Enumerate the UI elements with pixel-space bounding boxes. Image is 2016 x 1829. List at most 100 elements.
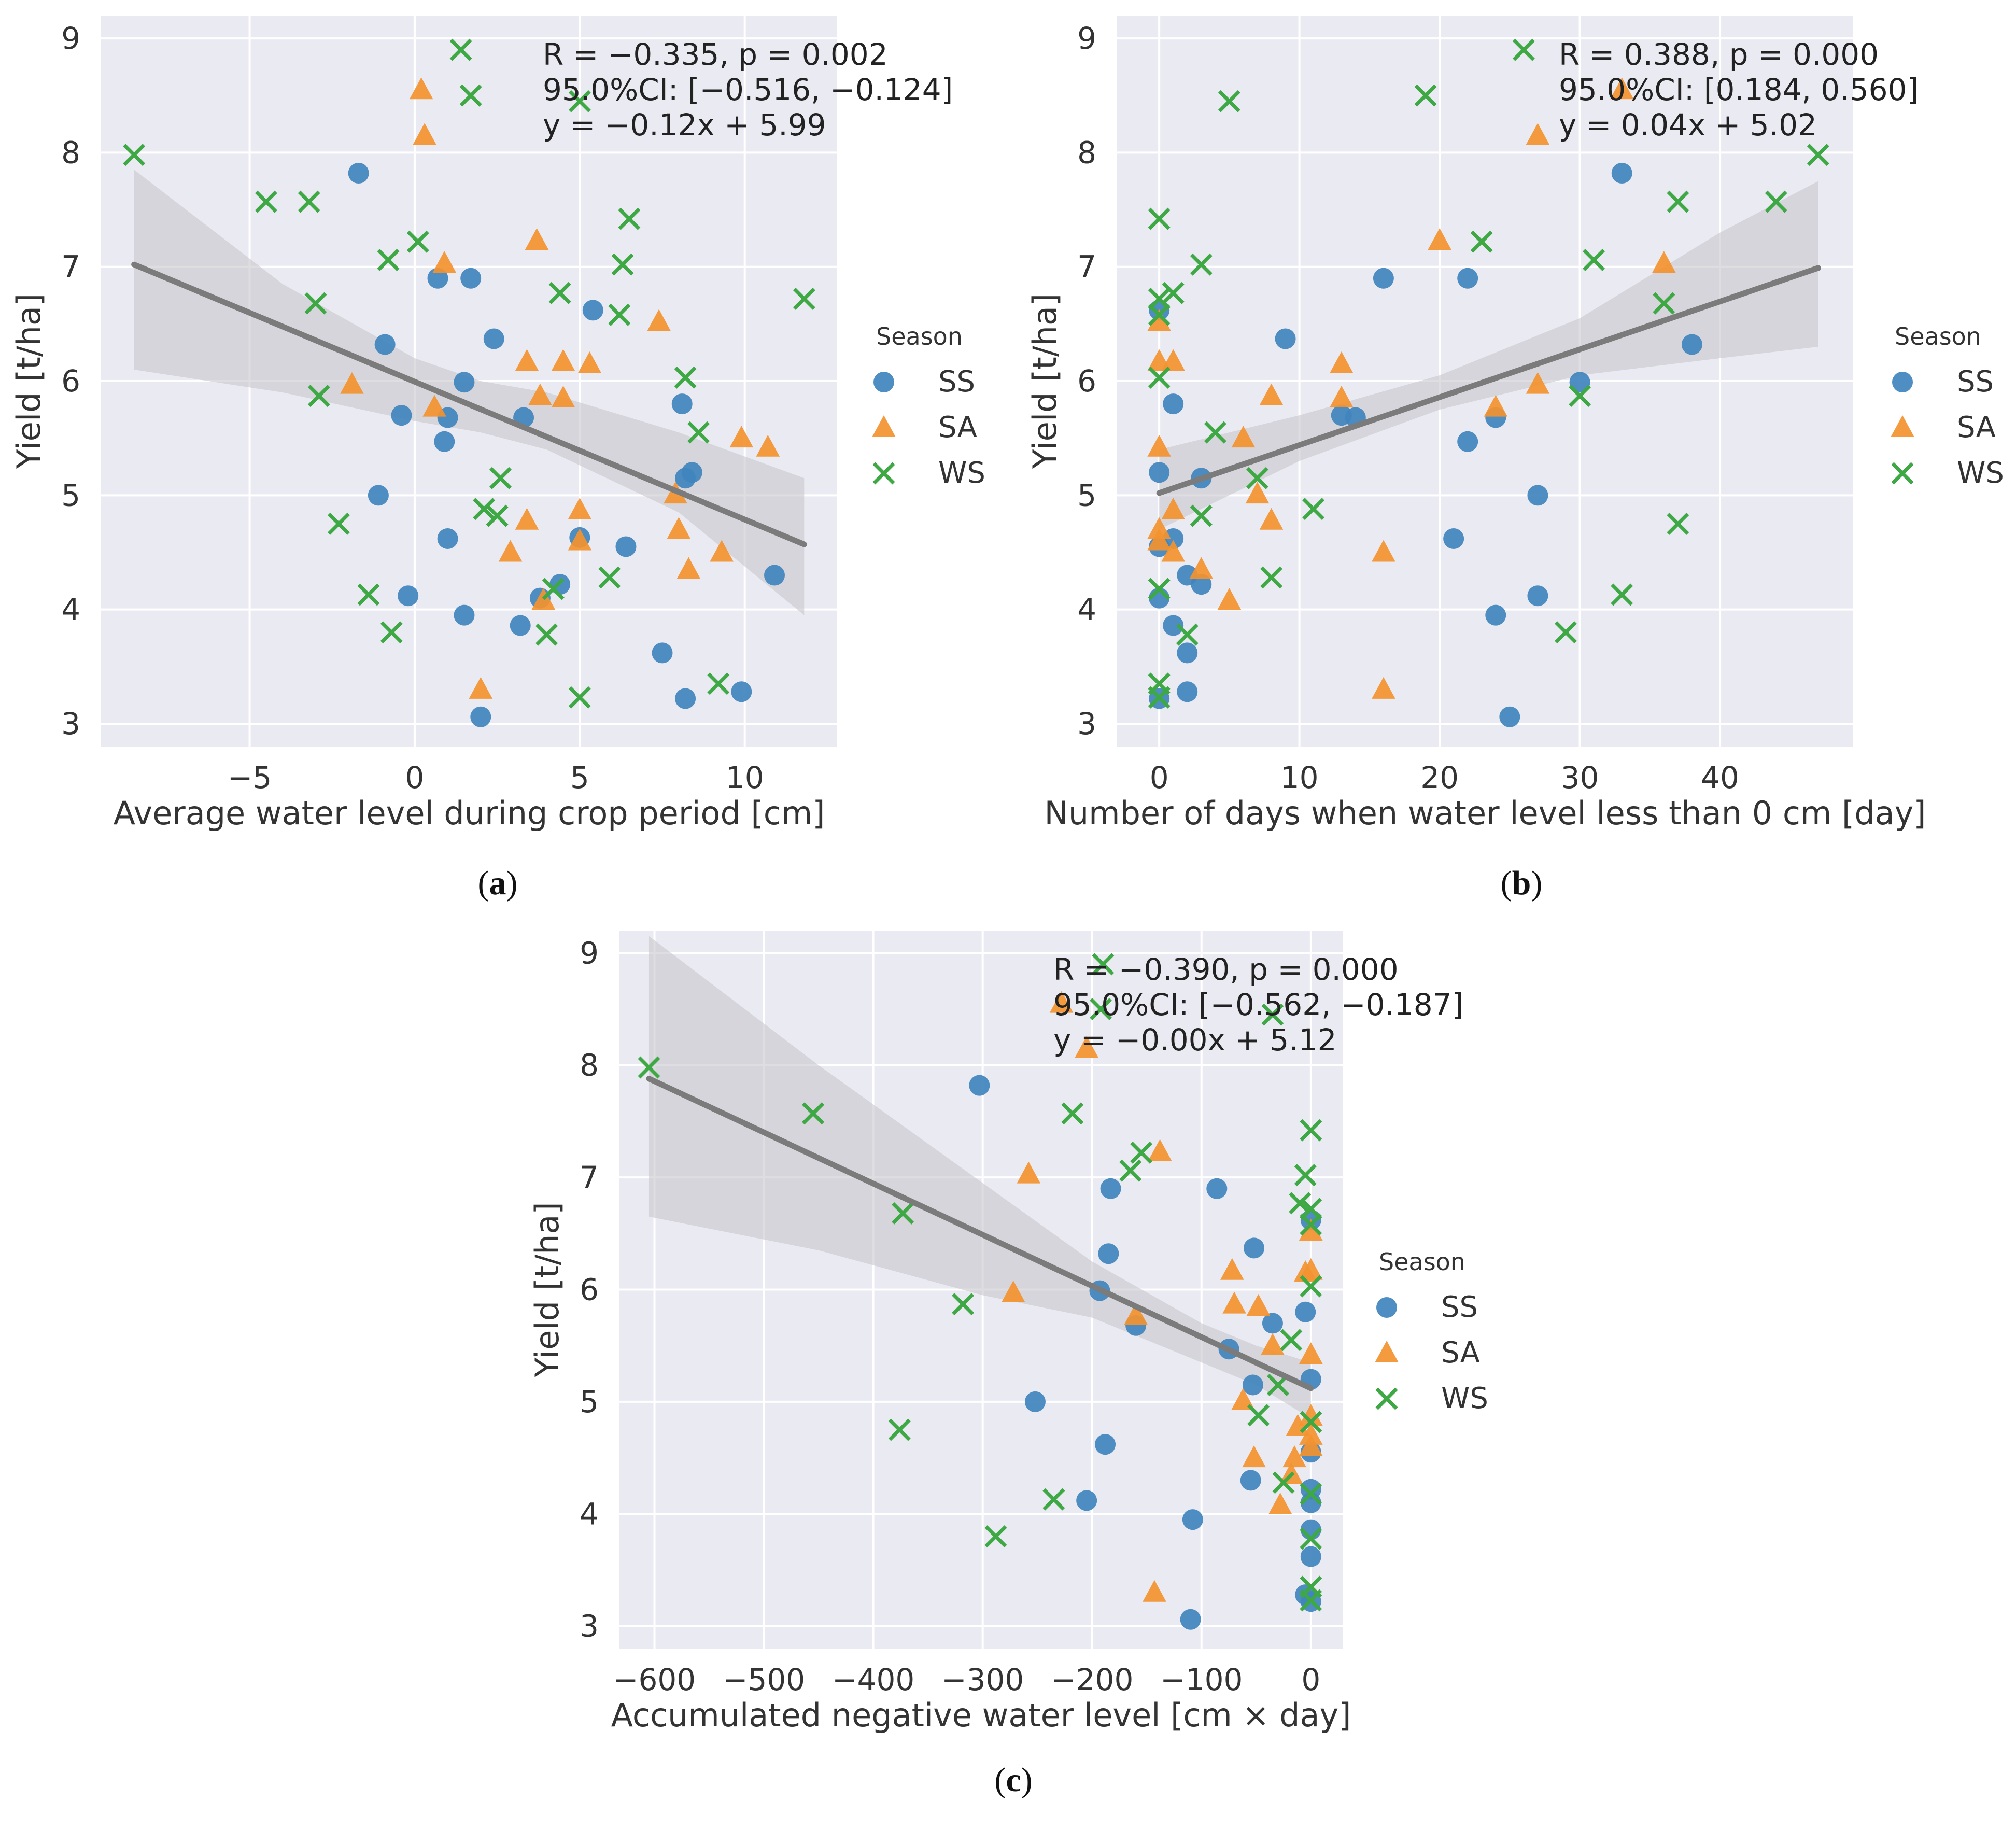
point-ws xyxy=(459,84,482,107)
point-ws xyxy=(486,504,509,527)
point-sa xyxy=(568,497,592,519)
point-ws xyxy=(674,366,697,389)
point-ws xyxy=(638,1056,660,1079)
point-ss xyxy=(1180,1609,1201,1630)
x-tick-label: 5 xyxy=(570,760,589,795)
point-sa xyxy=(409,77,433,100)
point-sa xyxy=(525,228,549,250)
confidence-band xyxy=(134,170,805,615)
point-sa xyxy=(1299,1218,1323,1241)
point-sa xyxy=(1161,497,1185,519)
point-ss xyxy=(1457,268,1478,289)
point-ws xyxy=(473,498,496,520)
y-tick-label: 5 xyxy=(580,1384,599,1419)
point-ss xyxy=(615,536,637,557)
point-ws xyxy=(707,672,730,695)
point-ss xyxy=(1095,1434,1116,1455)
point-ss xyxy=(460,268,482,289)
legend-marker-ws xyxy=(872,462,895,485)
legend-label: WS xyxy=(1957,456,2004,490)
y-tick-label: 7 xyxy=(580,1160,599,1195)
point-sa xyxy=(1282,1445,1306,1468)
legend-label: SS xyxy=(938,365,975,399)
point-ws xyxy=(542,578,565,600)
point-sa xyxy=(1299,1342,1323,1364)
point-sa xyxy=(1299,1423,1323,1445)
point-ss xyxy=(1457,431,1478,452)
point-sa xyxy=(1293,1260,1318,1283)
point-sa xyxy=(1610,77,1634,100)
y-tick-label: 4 xyxy=(580,1496,599,1531)
point-sa xyxy=(551,349,575,371)
x-tick-label: −500 xyxy=(723,1662,805,1697)
point-ws xyxy=(298,190,320,213)
point-ws xyxy=(1667,512,1689,535)
y-tick-label: 5 xyxy=(1077,477,1096,513)
point-ws xyxy=(1300,1119,1322,1142)
point-ws xyxy=(1300,1527,1322,1550)
point-ss xyxy=(1611,163,1632,184)
point-ws xyxy=(535,623,558,646)
point-ss xyxy=(1182,1509,1203,1530)
point-ws xyxy=(568,90,591,112)
x-tick-label: −5 xyxy=(228,760,272,795)
point-sa xyxy=(1246,1293,1271,1316)
y-tick-label: 9 xyxy=(1077,21,1096,56)
point-ws xyxy=(1261,1003,1284,1026)
point-sa xyxy=(498,540,523,562)
point-ws xyxy=(449,38,472,61)
stats-line: 95.0%CI: [−0.562, −0.187] xyxy=(1053,987,1463,1022)
point-ss xyxy=(454,604,475,626)
point-ws xyxy=(611,253,634,276)
legend-label: SS xyxy=(1441,1290,1478,1324)
stats-line: y = 0.04x + 5.02 xyxy=(1559,107,1817,143)
point-ss xyxy=(454,372,475,393)
point-sa xyxy=(1001,1280,1025,1302)
point-sa xyxy=(551,386,575,408)
point-sa xyxy=(1147,309,1171,331)
y-tick-label: 4 xyxy=(61,592,80,627)
legend-marker-ws xyxy=(1375,1387,1398,1410)
point-sa xyxy=(1049,991,1074,1013)
point-ws xyxy=(328,512,350,535)
legend: Season SS SA WS xyxy=(872,322,985,490)
point-ws xyxy=(1807,144,1829,166)
point-ws xyxy=(1130,1142,1153,1164)
confidence-band xyxy=(648,936,1311,1419)
x-axis-label: Accumulated negative water level [cm × d… xyxy=(611,1696,1351,1734)
point-ss xyxy=(582,300,603,321)
point-ss xyxy=(1240,1470,1261,1491)
point-ss xyxy=(1527,485,1548,506)
legend-marker-sa xyxy=(872,415,896,437)
legend-title: Season xyxy=(876,322,963,350)
y-tick-label: 8 xyxy=(61,135,80,170)
x-axis-label: Average water level during crop period [… xyxy=(114,794,825,832)
point-ws xyxy=(1300,1411,1322,1433)
point-ws xyxy=(1148,578,1171,600)
point-ws xyxy=(1765,190,1787,213)
point-ws xyxy=(357,583,380,606)
point-ss xyxy=(1485,604,1506,626)
point-sa xyxy=(469,677,493,699)
point-sa xyxy=(1259,508,1284,530)
point-ws xyxy=(1512,38,1535,61)
point-ss xyxy=(1242,1374,1263,1396)
point-ss xyxy=(1076,1490,1097,1511)
point-ss xyxy=(675,468,696,489)
point-ss xyxy=(470,706,491,727)
point-ws xyxy=(1204,421,1226,444)
point-sa xyxy=(568,528,592,551)
point-sa xyxy=(515,349,539,371)
point-ws xyxy=(489,467,512,489)
point-sa xyxy=(1148,1139,1172,1161)
point-ws xyxy=(1119,1159,1142,1182)
panel-caption: (b) xyxy=(1501,864,1543,902)
legend-label: SA xyxy=(1441,1336,1480,1370)
point-sa xyxy=(1220,1258,1244,1280)
point-sa xyxy=(413,123,436,145)
point-sa xyxy=(1147,517,1171,539)
point-sa xyxy=(531,588,556,610)
panel-b: 0 10 20 30 40 3 4 5 6 7 8 9 Number of days when wate… xyxy=(1026,16,2004,902)
point-ss xyxy=(1149,462,1170,483)
